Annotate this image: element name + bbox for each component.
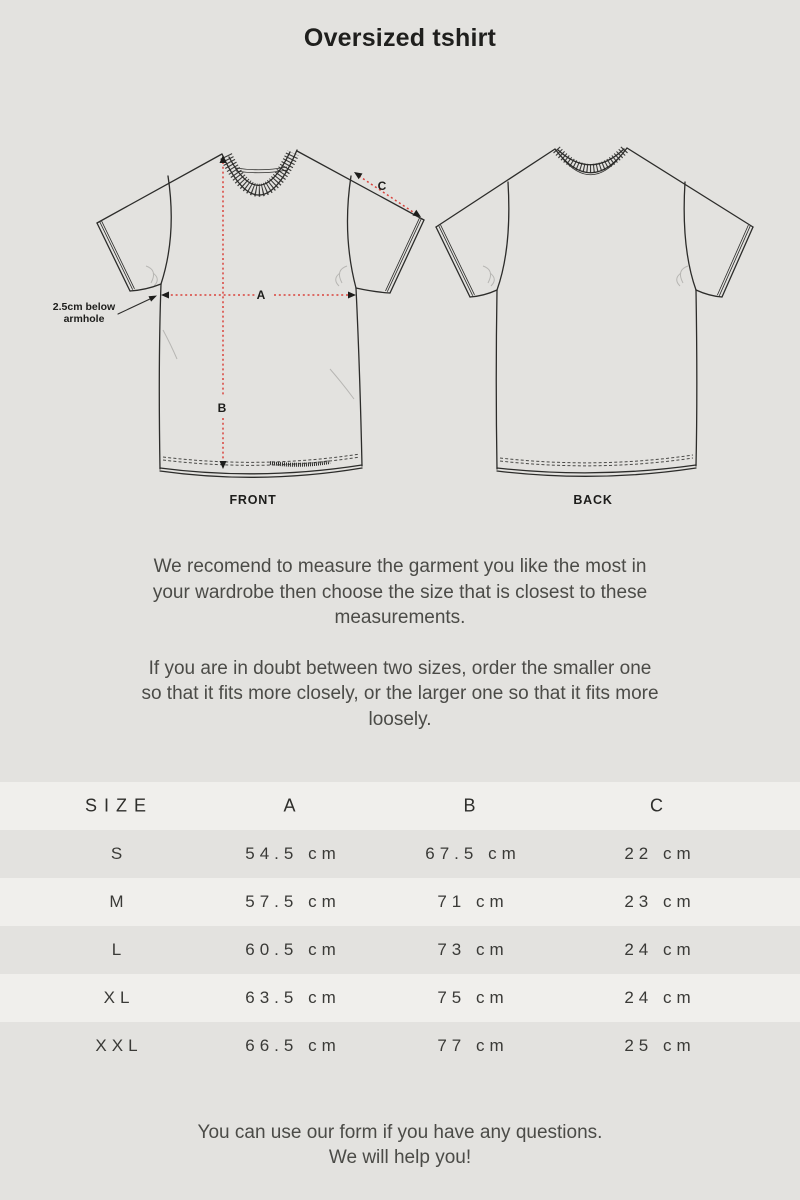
armhole-annotation-line1: 2.5cm below [52, 301, 116, 313]
header-c: C [650, 795, 670, 816]
size-diagram: A B C [0, 0, 800, 540]
contact-note: You can use our form if you have any que… [140, 1120, 660, 1170]
c-cell: 24 cm [624, 940, 696, 959]
armhole-annotation: 2.5cm below armhole [44, 301, 124, 325]
header-size: SIZE [84, 795, 154, 816]
b-cell: 67.5 cm [425, 844, 521, 863]
table-row: M 57.5 cm 71 cm 23 cm [0, 878, 800, 926]
c-cell: 25 cm [624, 1036, 696, 1055]
measure-a-label: A [257, 288, 266, 302]
a-cell: 66.5 cm [245, 1036, 341, 1055]
measuring-instructions: We recomend to measure the garment you l… [140, 554, 660, 757]
tshirt-back-drawing [435, 145, 754, 477]
instruction-paragraph-2: If you are in doubt between two sizes, o… [141, 657, 659, 730]
armhole-annotation-line2: armhole [63, 313, 105, 325]
c-cell: 24 cm [624, 988, 696, 1007]
size-cell: XL [103, 988, 135, 1007]
table-row: L 60.5 cm 73 cm 24 cm [0, 926, 800, 974]
size-cell: S [110, 844, 128, 863]
measure-c-label: C [378, 179, 387, 193]
b-cell: 75 cm [437, 988, 509, 1007]
size-cell: XXL [95, 1036, 143, 1055]
page-title: Oversized tshirt [303, 24, 497, 52]
b-cell: 77 cm [437, 1036, 509, 1055]
back-view-label: BACK [573, 493, 613, 507]
a-cell: 54.5 cm [245, 844, 341, 863]
b-cell: 73 cm [437, 940, 509, 959]
size-table-header-row: SIZE A B C [0, 782, 800, 830]
a-cell: 57.5 cm [245, 892, 341, 911]
size-cell: M [109, 892, 129, 911]
table-row: XL 63.5 cm 75 cm 24 cm [0, 974, 800, 1022]
contact-note-line2: We will help you! [328, 1147, 472, 1168]
front-view-label: FRONT [229, 493, 277, 507]
measure-b-label: B [218, 401, 227, 415]
a-cell: 60.5 cm [245, 940, 341, 959]
header-a: A [283, 795, 303, 816]
c-cell: 23 cm [624, 892, 696, 911]
size-cell: L [111, 940, 127, 959]
header-b: B [463, 795, 483, 816]
size-table: SIZE A B C S 54.5 cm 67.5 cm 22 cm M 57.… [0, 782, 800, 1070]
table-row: XXL 66.5 cm 77 cm 25 cm [0, 1022, 800, 1070]
c-cell: 22 cm [624, 844, 696, 863]
a-cell: 63.5 cm [245, 988, 341, 1007]
instruction-paragraph-1: We recomend to measure the garment you l… [152, 556, 648, 628]
table-row: S 54.5 cm 67.5 cm 22 cm [0, 830, 800, 878]
b-cell: 71 cm [437, 892, 509, 911]
tshirt-front-drawing: A B C [96, 149, 425, 478]
contact-note-line1: You can use our form if you have any que… [197, 1122, 603, 1143]
